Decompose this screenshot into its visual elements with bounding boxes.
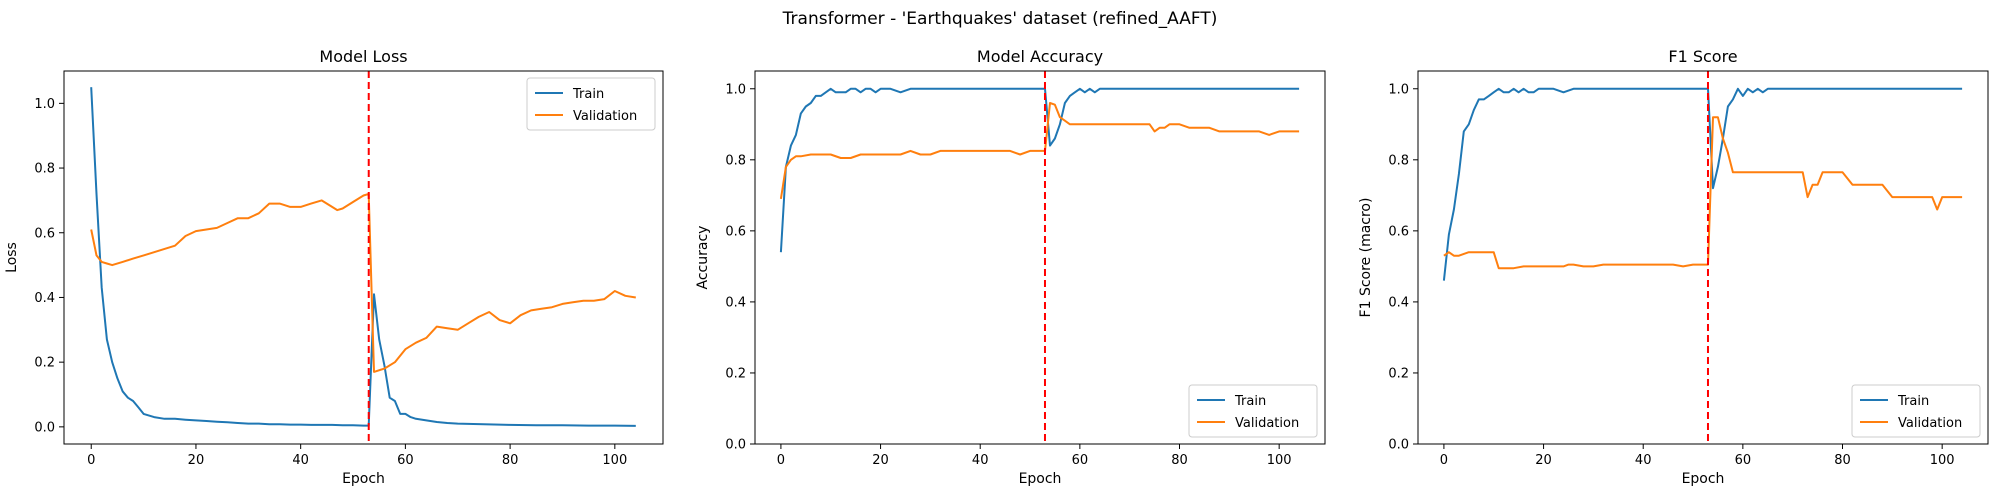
legend: Train Validation [1851, 384, 1981, 438]
y-tick-label: 0.2 [1388, 366, 1409, 381]
plot-frame [1417, 70, 1989, 445]
x-tick-label: 60 [1072, 453, 1089, 468]
y-tick-label: 0.4 [34, 291, 55, 306]
y-tick-label: 0.0 [34, 420, 55, 435]
chart-2: 0 20 40 60 80 100 0.0 0.2 0.4 0.6 0.8 1.0 Model Accu… [695, 47, 1326, 487]
y-tick-label: 0.2 [34, 356, 55, 371]
series-line-train [1442, 87, 1963, 281]
plot-frame [754, 70, 1326, 445]
y-tick-label: 0.4 [725, 295, 746, 310]
x-tick-label: 20 [872, 453, 889, 468]
y-axis-label: Accuracy [695, 226, 711, 290]
series-line-validation [1443, 116, 1963, 270]
y-tick-label: 0.8 [725, 153, 746, 168]
x-tick-label: 80 [502, 453, 519, 468]
x-tick-label: 100 [1930, 453, 1955, 468]
x-tick-label: 0 [1440, 453, 1448, 468]
legend-label-validation: Validation [1898, 416, 1962, 431]
legend-label-train: Train [1234, 394, 1266, 409]
x-tick-label: 100 [602, 453, 627, 468]
x-tick-label: 0 [87, 453, 95, 468]
y-tick-label: 0.6 [1388, 224, 1409, 239]
series-line-train [90, 87, 636, 427]
y-tick-label: 1.0 [34, 97, 55, 112]
legend-label-validation: Validation [573, 109, 637, 124]
chart-title: F1 Score [1668, 47, 1737, 66]
legend-box [526, 77, 656, 131]
x-axis-label: Epoch [1019, 471, 1062, 487]
y-tick-label: 0.0 [1388, 438, 1409, 453]
x-tick-label: 0 [777, 453, 785, 468]
legend-label-train: Train [572, 87, 604, 102]
x-tick-label: 40 [972, 453, 989, 468]
chart-1: 0 20 40 60 80 100 0.0 0.2 0.4 0.6 0.8 1.0 Model Loss… [4, 47, 664, 487]
y-tick-label: 0.0 [725, 438, 746, 453]
figure-title: Transformer - 'Earthquakes' dataset (ref… [782, 9, 1218, 29]
x-tick-label: 60 [397, 453, 414, 468]
x-axis-label: Epoch [1682, 471, 1725, 487]
y-axis-label: Loss [4, 242, 20, 273]
x-tick-label: 20 [188, 453, 205, 468]
x-tick-label: 80 [1834, 453, 1851, 468]
x-tick-label: 20 [1535, 453, 1552, 468]
legend-label-validation: Validation [1235, 416, 1299, 431]
y-axis-label: F1 Score (macro) [1358, 198, 1374, 318]
legend: Train Validation [526, 77, 656, 131]
x-tick-label: 40 [1635, 453, 1652, 468]
chart-3: 0 20 40 60 80 100 0.0 0.2 0.4 0.6 0.8 1.0 F1 Score Ep… [1358, 47, 1989, 487]
legend-box [1188, 384, 1318, 438]
y-tick-label: 0.4 [1388, 295, 1409, 310]
series-line-validation [90, 192, 636, 373]
x-tick-label: 40 [292, 453, 309, 468]
y-tick-label: 0.6 [34, 226, 55, 241]
y-tick-label: 0.8 [1388, 153, 1409, 168]
y-tick-label: 1.0 [1388, 82, 1409, 97]
chart-title: Model Loss [319, 47, 407, 66]
legend-label-train: Train [1897, 394, 1929, 409]
plot-frame [63, 70, 664, 445]
x-axis-label: Epoch [342, 471, 385, 487]
legend: Train Validation [1188, 384, 1318, 438]
series-line-train [779, 87, 1300, 253]
legend-box [1851, 384, 1981, 438]
chart-title: Model Accuracy [977, 47, 1103, 66]
y-tick-label: 0.6 [725, 224, 746, 239]
x-tick-label: 100 [1267, 453, 1292, 468]
x-tick-label: 80 [1171, 453, 1188, 468]
y-tick-label: 1.0 [725, 82, 746, 97]
y-tick-label: 0.2 [725, 366, 746, 381]
series-line-validation [779, 102, 1300, 200]
y-tick-label: 0.8 [34, 162, 55, 177]
x-tick-label: 60 [1735, 453, 1752, 468]
